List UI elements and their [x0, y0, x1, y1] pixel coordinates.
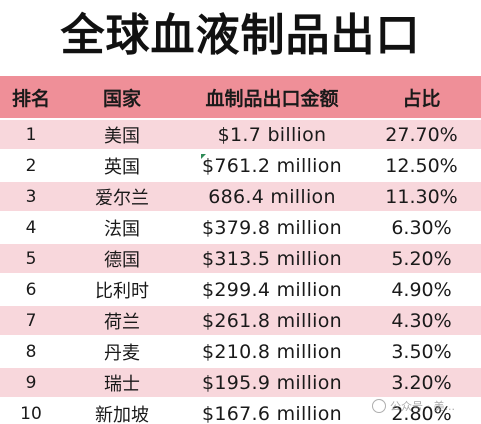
table-row: 5 德国 $313.5 million 5.20% — [0, 242, 481, 274]
watermark: 公众号 · 美... — [372, 398, 455, 414]
country-cell: 美国 — [62, 118, 182, 150]
country-cell: 法国 — [62, 211, 182, 243]
table-header-row: 排名 国家 血制品出口金额 占比 — [0, 76, 481, 119]
country-cell: 新加坡 — [62, 397, 182, 424]
country-cell: 瑞士 — [62, 366, 182, 398]
amount-cell: $167.6 million — [182, 397, 362, 424]
country-cell: 比利时 — [62, 273, 182, 305]
amount-cell: $299.4 million — [182, 273, 362, 305]
export-table: 排名 国家 血制品出口金额 占比 1 美国 $1.7 billion 27.70… — [0, 76, 481, 424]
amount-cell: $761.2 million — [182, 149, 362, 181]
table-row: 3 爱尔兰 686.4 million 11.30% — [0, 180, 481, 212]
table-row: 1 美国 $1.7 billion 27.70% — [0, 118, 481, 150]
table-row: 4 法国 $379.8 million 6.30% — [0, 211, 481, 243]
share-cell: 11.30% — [362, 180, 481, 212]
share-cell: 4.30% — [362, 304, 481, 336]
rank-cell: 8 — [0, 335, 62, 367]
share-cell: 12.50% — [362, 149, 481, 181]
rank-cell: 10 — [0, 397, 62, 424]
share-cell: 6.30% — [362, 211, 481, 243]
rank-cell: 3 — [0, 180, 62, 212]
rank-cell: 7 — [0, 304, 62, 336]
rank-cell: 2 — [0, 149, 62, 181]
share-cell: 4.90% — [362, 273, 481, 305]
amount-cell: $379.8 million — [182, 211, 362, 243]
amount-cell: $195.9 million — [182, 366, 362, 398]
rank-cell: 5 — [0, 242, 62, 274]
share-cell: 3.50% — [362, 335, 481, 367]
header-country: 国家 — [102, 87, 141, 110]
rank-cell: 6 — [0, 273, 62, 305]
amount-cell: 686.4 million — [182, 180, 362, 212]
table-row: 9 瑞士 $195.9 million 3.20% — [0, 366, 481, 398]
country-cell: 英国 — [62, 149, 182, 181]
country-cell: 荷兰 — [62, 304, 182, 336]
share-cell: 27.70% — [362, 118, 481, 150]
header-share: 占比 — [402, 87, 441, 110]
rank-cell: 9 — [0, 366, 62, 398]
header-rank: 排名 — [11, 87, 50, 110]
watermark-text: 公众号 · 美... — [390, 400, 455, 413]
share-cell: 3.20% — [362, 366, 481, 398]
country-cell: 丹麦 — [62, 335, 182, 367]
page-title: 全球血液制品出口 — [60, 10, 421, 61]
cell-comment-marker — [201, 154, 206, 159]
table-row: 8 丹麦 $210.8 million 3.50% — [0, 335, 481, 367]
export-table-container: 排名 国家 血制品出口金额 占比 1 美国 $1.7 billion 27.70… — [0, 76, 481, 424]
table-row: 10 新加坡 $167.6 million 2.80% — [0, 397, 481, 424]
table-row: 6 比利时 $299.4 million 4.90% — [0, 273, 481, 305]
amount-cell: $261.8 million — [182, 304, 362, 336]
amount-cell: $313.5 million — [182, 242, 362, 274]
table-row: 2 英国 $761.2 million 12.50% — [0, 149, 481, 181]
share-cell: 5.20% — [362, 242, 481, 274]
rank-cell: 4 — [0, 211, 62, 243]
rank-cell: 1 — [0, 118, 62, 150]
header-amount: 血制品出口金额 — [205, 87, 339, 110]
amount-cell: $1.7 billion — [182, 118, 362, 150]
country-cell: 爱尔兰 — [62, 180, 182, 212]
amount-cell: $210.8 million — [182, 335, 362, 367]
table-row: 7 荷兰 $261.8 million 4.30% — [0, 304, 481, 336]
country-cell: 德国 — [62, 242, 182, 274]
wechat-icon — [372, 399, 387, 413]
